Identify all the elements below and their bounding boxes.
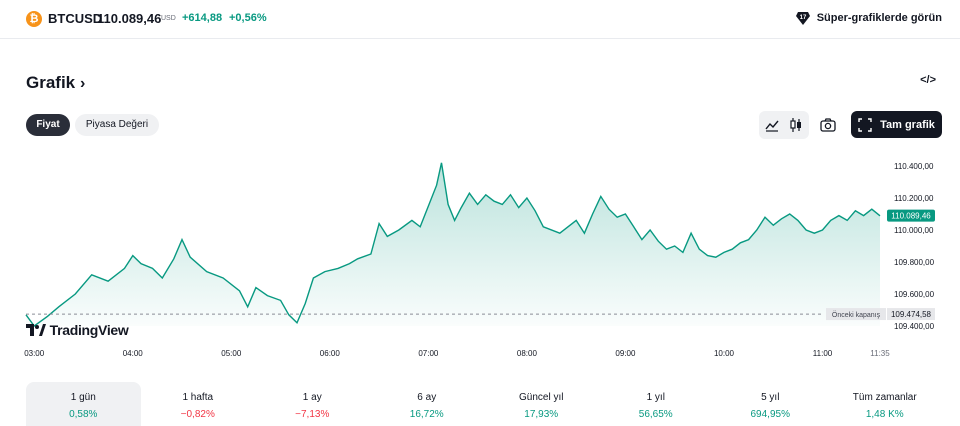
ticker-price: 110.089,46 <box>97 11 162 26</box>
candles-icon[interactable] <box>786 115 806 135</box>
x-tick-label: 03:00 <box>24 349 45 358</box>
period-change: 16,72% <box>409 409 444 420</box>
y-tick-label: 110.400,00 <box>894 162 934 171</box>
period-change: 17,93% <box>524 409 559 420</box>
svg-text:17: 17 <box>799 15 806 21</box>
x-tick-label: 08:00 <box>517 349 538 358</box>
x-tick-label: 11:00 <box>813 349 833 358</box>
price-line <box>25 162 881 327</box>
ticker-change: +614,88 <box>182 12 223 24</box>
current-price-tag <box>887 209 935 222</box>
tab-price[interactable]: Fiyat <box>26 114 70 136</box>
x-tick-label: 07:00 <box>418 349 439 358</box>
ticker-change-pct: +0,56% <box>229 12 267 24</box>
full-chart-label: Tam grafik <box>880 118 935 131</box>
super-charts-link[interactable]: 17 Süper-grafiklerde görün <box>795 9 942 27</box>
y-tick-label: 109.800,00 <box>894 258 935 267</box>
period-label: 1 gün <box>70 392 96 403</box>
period-change: 694,95% <box>750 409 790 420</box>
period-label: Güncel yıl <box>519 392 564 403</box>
period-selector: 1 gün 0,58% 1 hafta −0,82% 1 ay −7,13% 6 ay 16,… <box>26 382 942 426</box>
price-area <box>26 162 880 326</box>
period-6[interactable]: 5 yıl 694,95% <box>713 382 828 426</box>
previous-close-value: 109.474,58 <box>891 310 932 319</box>
x-tick-label: 10:00 <box>714 349 735 358</box>
chart-style-toggle <box>759 111 809 139</box>
previous-close-value-tag <box>887 308 935 321</box>
period-3[interactable]: 6 ay 16,72% <box>370 382 485 426</box>
period-5[interactable]: 1 yıl 56,65% <box>599 382 714 426</box>
previous-close-name: Önceki kapanış <box>832 311 881 319</box>
line-chart-icon[interactable] <box>762 115 782 135</box>
period-label: 1 yıl <box>646 392 665 403</box>
bitcoin-icon: ₿ <box>26 11 42 27</box>
x-tick-label: 11:35 <box>870 349 890 358</box>
period-change: 0,58% <box>69 409 98 420</box>
period-0[interactable]: 1 gün 0,58% <box>26 382 141 426</box>
price-chart[interactable]: 110.400,00 110.200,00 110.000,00 109.800,00… <box>0 146 960 366</box>
period-label: 1 hafta <box>182 392 214 403</box>
super-charts-label: Süper-grafiklerde görün <box>816 12 942 24</box>
period-change: 56,65% <box>638 409 673 420</box>
tradingview-logo: TradingView <box>26 322 129 338</box>
x-tick-label: 06:00 <box>320 349 341 358</box>
ticker-currency: USD <box>161 15 176 22</box>
previous-close-tag <box>826 308 886 321</box>
period-label: Tüm zamanlar <box>852 392 917 403</box>
period-4[interactable]: Güncel yıl 17,93% <box>484 382 599 426</box>
section-title[interactable]: Grafik <box>26 73 76 92</box>
x-tick-label: 09:00 <box>615 349 636 358</box>
period-label: 1 ay <box>302 392 322 403</box>
x-tick-label: 05:00 <box>221 349 242 358</box>
period-change: 1,48 K% <box>865 409 904 420</box>
x-tick-label: 04:00 <box>123 349 144 358</box>
y-tick-label: 109.400,00 <box>894 322 935 331</box>
tab-market-cap[interactable]: Piyasa Değeri <box>75 114 159 136</box>
tradingview-logo-icon <box>26 324 46 336</box>
period-change: −7,13% <box>295 409 330 420</box>
y-tick-label: 110.000,00 <box>894 226 934 235</box>
tradingview-diamond-icon: 17 <box>795 12 810 25</box>
period-2[interactable]: 1 ay −7,13% <box>255 382 370 426</box>
y-tick-label: 110.200,00 <box>894 194 934 203</box>
code-icon[interactable]: </> <box>920 74 936 86</box>
current-price-label: 110.089,46 <box>891 212 931 221</box>
period-7[interactable]: Tüm zamanlar 1,48 K% <box>828 382 943 426</box>
camera-icon[interactable] <box>818 115 838 135</box>
ticker-bar: ₿ BTCUSD 110.089,46 USD +614,88 +0,56% 1… <box>0 0 960 39</box>
chevron-right-icon[interactable]: › <box>80 75 86 92</box>
full-chart-button[interactable]: Tam grafik <box>851 111 942 138</box>
period-label: 5 yıl <box>761 392 780 403</box>
ticker-symbol[interactable]: BTCUSD <box>48 11 103 26</box>
fullscreen-icon <box>858 117 872 132</box>
y-tick-label: 109.600,00 <box>894 290 935 299</box>
period-1[interactable]: 1 hafta −0,82% <box>141 382 256 426</box>
period-change: −0,82% <box>180 409 215 420</box>
period-label: 6 ay <box>417 392 437 403</box>
